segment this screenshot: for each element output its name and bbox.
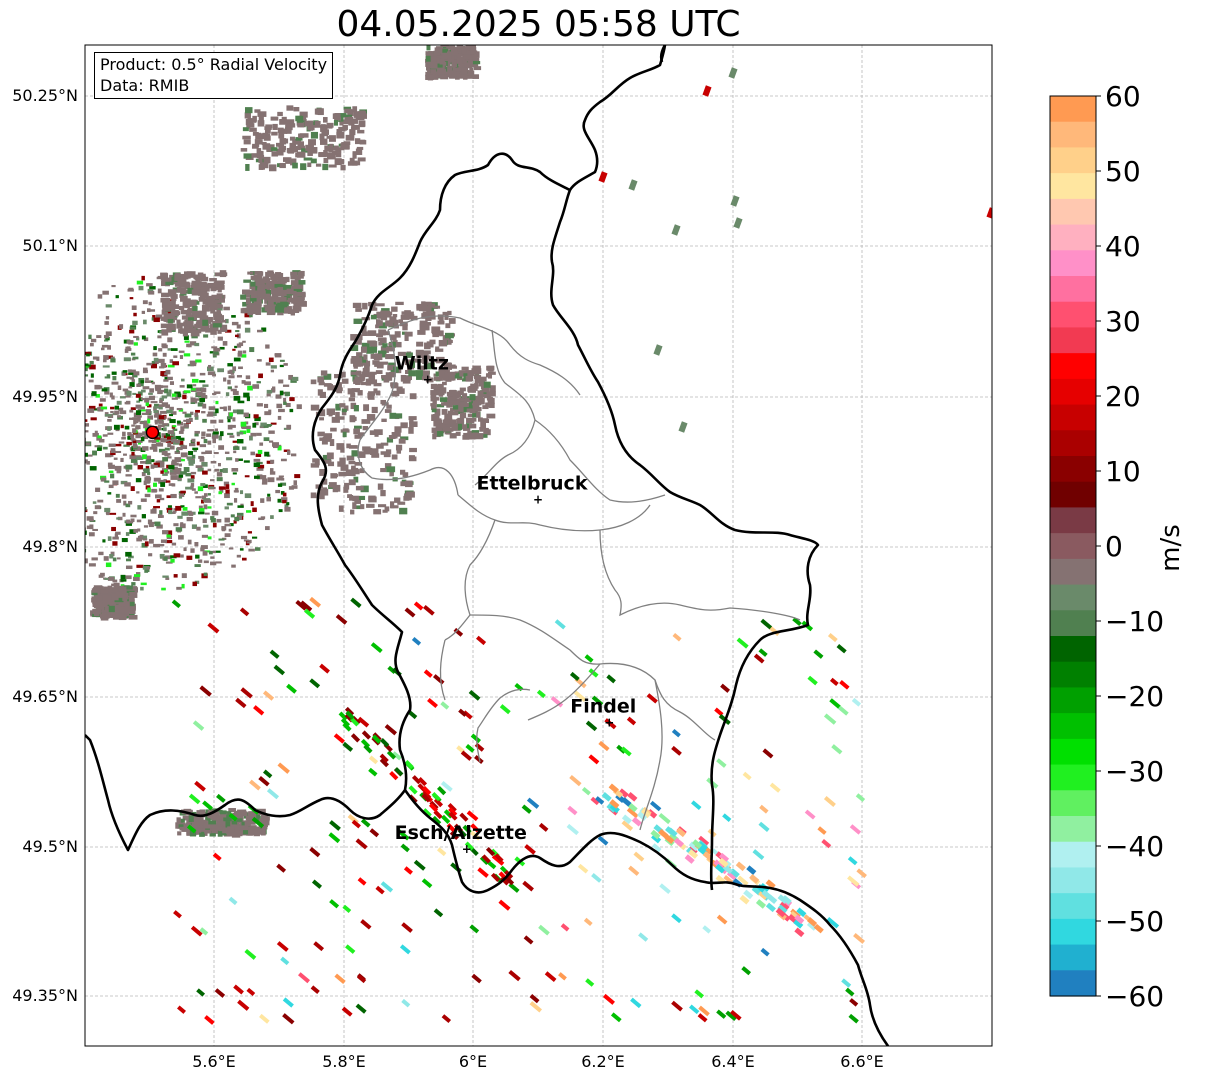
city-marker: + — [462, 842, 472, 856]
colorbar-segment — [1050, 404, 1096, 431]
product-label: Product: 0.5° Radial Velocity — [100, 55, 328, 74]
colorbar-tick-marks — [1096, 95, 1101, 997]
colorbar-tick: −30 — [1105, 755, 1164, 788]
longitude-ticks: 5.6°E 5.8°E 6°E 6.2°E 6.4°E 6.6°E — [192, 1052, 884, 1071]
colorbar-tick: 40 — [1105, 230, 1141, 263]
colorbar-segment — [1050, 533, 1096, 560]
city-marker: + — [604, 716, 614, 730]
colorbar-segment — [1050, 790, 1096, 817]
colorbar-segment — [1050, 147, 1096, 174]
colorbar-segment — [1050, 970, 1096, 997]
colorbar-segment — [1050, 713, 1096, 740]
colorbar-tick: −60 — [1105, 980, 1164, 1013]
colorbar-segment — [1050, 867, 1096, 894]
colorbar-segment — [1050, 584, 1096, 611]
colorbar-segment — [1050, 764, 1096, 791]
colorbar-segment — [1050, 944, 1096, 971]
colorbar — [1050, 96, 1096, 997]
colorbar-segment — [1050, 918, 1096, 946]
colorbar-tick: 10 — [1105, 455, 1141, 488]
map-background — [85, 45, 992, 1046]
country-borders — [85, 45, 890, 1046]
colorbar-tick: 20 — [1105, 380, 1141, 413]
colorbar-segment — [1050, 738, 1096, 766]
colorbar-segment — [1050, 456, 1096, 483]
colorbar-segment — [1050, 96, 1096, 123]
colorbar-segment — [1050, 481, 1096, 509]
colorbar-segment — [1050, 687, 1096, 714]
colorbar-segment — [1050, 816, 1096, 843]
colorbar-tick: 60 — [1105, 80, 1141, 113]
city-label[interactable]: Ettelbruck — [477, 472, 588, 494]
latitude-ticks: 50.25°N 50.1°N 49.95°N 49.8°N 49.65°N 49… — [12, 86, 78, 1005]
lat-tick: 49.8°N — [22, 537, 78, 556]
map-title: 04.05.2025 05:58 UTC — [336, 4, 741, 45]
colorbar-tick: 0 — [1105, 530, 1123, 563]
lat-tick: 49.5°N — [22, 837, 78, 856]
colorbar-segment — [1050, 198, 1096, 226]
colorbar-segment — [1050, 173, 1096, 200]
product-info-box: Product: 0.5° Radial Velocity Data: RMIB — [94, 52, 334, 99]
colorbar-tick: −40 — [1105, 830, 1164, 863]
lon-tick: 6°E — [459, 1052, 487, 1071]
lat-tick: 50.25°N — [12, 86, 78, 105]
district-boundaries — [357, 315, 801, 831]
lon-tick: 6.4°E — [711, 1052, 755, 1071]
colorbar-tick: 30 — [1105, 305, 1141, 338]
colorbar-segment — [1050, 430, 1096, 457]
colorbar-segment — [1050, 661, 1096, 689]
colorbar-segment — [1050, 610, 1096, 637]
radar-echoes — [85, 45, 992, 1025]
colorbar-segment — [1050, 224, 1096, 251]
colorbar-segment — [1050, 327, 1096, 354]
lon-tick: 5.8°E — [322, 1052, 366, 1071]
colorbar-tick: −10 — [1105, 605, 1164, 638]
lat-tick: 50.1°N — [22, 236, 78, 255]
colorbar-segment — [1050, 507, 1096, 534]
lat-tick: 49.65°N — [12, 687, 78, 706]
colorbar-ticks: 60 50 40 30 20 10 0 −10 −20 −30 −40 −50 … — [1105, 80, 1164, 1013]
colorbar-unit-label: m/s — [1156, 524, 1186, 572]
colorbar-segment — [1050, 558, 1096, 586]
lon-tick: 6.6°E — [840, 1052, 884, 1071]
city-marker: + — [533, 492, 543, 506]
colorbar-segment — [1050, 636, 1096, 663]
colorbar-segment — [1050, 121, 1096, 149]
lat-tick: 49.35°N — [12, 986, 78, 1005]
city-label[interactable]: Wiltz — [395, 352, 449, 374]
map-frame — [84, 44, 993, 1047]
colorbar-tick: 50 — [1105, 155, 1141, 188]
lon-tick: 5.6°E — [192, 1052, 236, 1071]
city-label[interactable]: Findel — [570, 696, 636, 718]
colorbar-segment — [1050, 301, 1096, 329]
city-marker: + — [423, 372, 433, 386]
colorbar-segment — [1050, 250, 1096, 277]
lon-tick: 6.2°E — [581, 1052, 625, 1071]
lat-tick: 49.95°N — [12, 387, 78, 406]
radar-site-marker[interactable] — [145, 425, 160, 440]
colorbar-segment — [1050, 353, 1096, 380]
colorbar-tick: −50 — [1105, 905, 1164, 938]
colorbar-segment — [1050, 841, 1096, 869]
data-source-label: Data: RMIB — [100, 76, 190, 95]
city-markers: +Wiltz+Ettelbruck+Findel+Esch/Alzette — [395, 352, 637, 855]
colorbar-segment — [1050, 378, 1096, 406]
colorbar-segment — [1050, 276, 1096, 303]
colorbar-tick: −20 — [1105, 680, 1164, 713]
colorbar-segment — [1050, 893, 1096, 920]
city-label[interactable]: Esch/Alzette — [395, 822, 527, 844]
